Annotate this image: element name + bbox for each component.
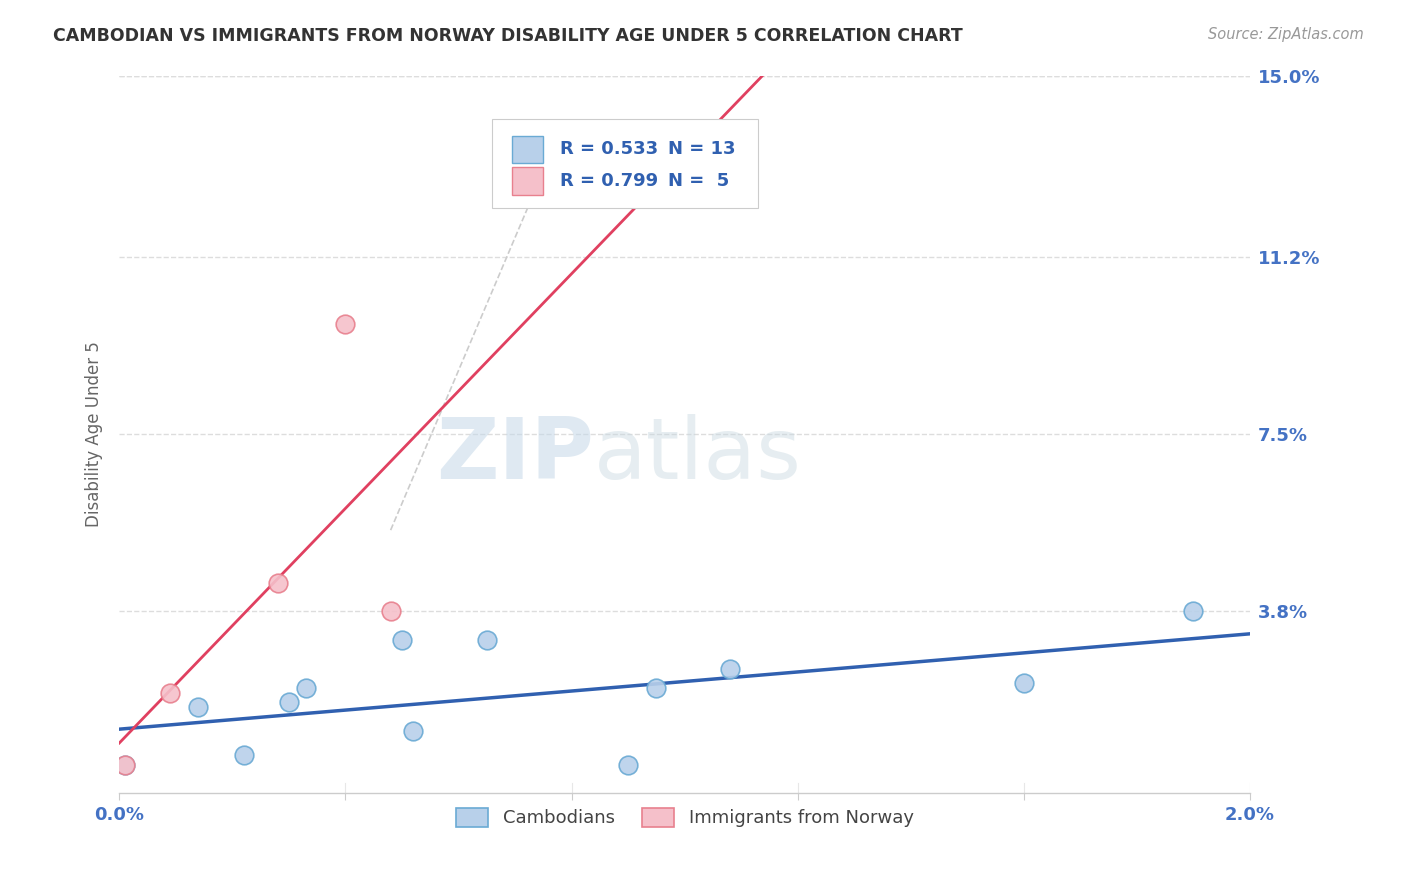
Bar [512,168,543,194]
Point [295,681,318,695]
Point [645,681,668,695]
Y-axis label: Disability Age Under 5: Disability Age Under 5 [86,342,103,527]
Text: CAMBODIAN VS IMMIGRANTS FROM NORWAY DISABILITY AGE UNDER 5 CORRELATION CHART: CAMBODIAN VS IMMIGRANTS FROM NORWAY DISA… [53,27,963,45]
Point [232,747,254,762]
FancyBboxPatch shape [492,119,758,209]
Point [402,724,425,739]
Text: N =  5: N = 5 [668,172,728,190]
Point [718,662,741,676]
Text: Source: ZipAtlas.com: Source: ZipAtlas.com [1208,27,1364,42]
Text: ZIP: ZIP [436,415,595,498]
Text: atlas: atlas [595,415,801,498]
Point [1012,676,1035,690]
Point [266,575,288,590]
Point [159,686,181,700]
Point [114,757,136,772]
Text: R = 0.799: R = 0.799 [560,172,658,190]
Point [617,757,640,772]
Point [335,318,357,332]
Point [380,605,402,619]
Text: R = 0.533: R = 0.533 [560,140,658,159]
Legend: Cambodians, Immigrants from Norway: Cambodians, Immigrants from Norway [449,801,921,835]
Text: N = 13: N = 13 [668,140,735,159]
Point [391,633,413,648]
Point [277,695,299,709]
Point [1182,605,1205,619]
Point [187,700,209,714]
Bar [512,136,543,163]
Point [475,633,498,648]
Point [114,757,136,772]
